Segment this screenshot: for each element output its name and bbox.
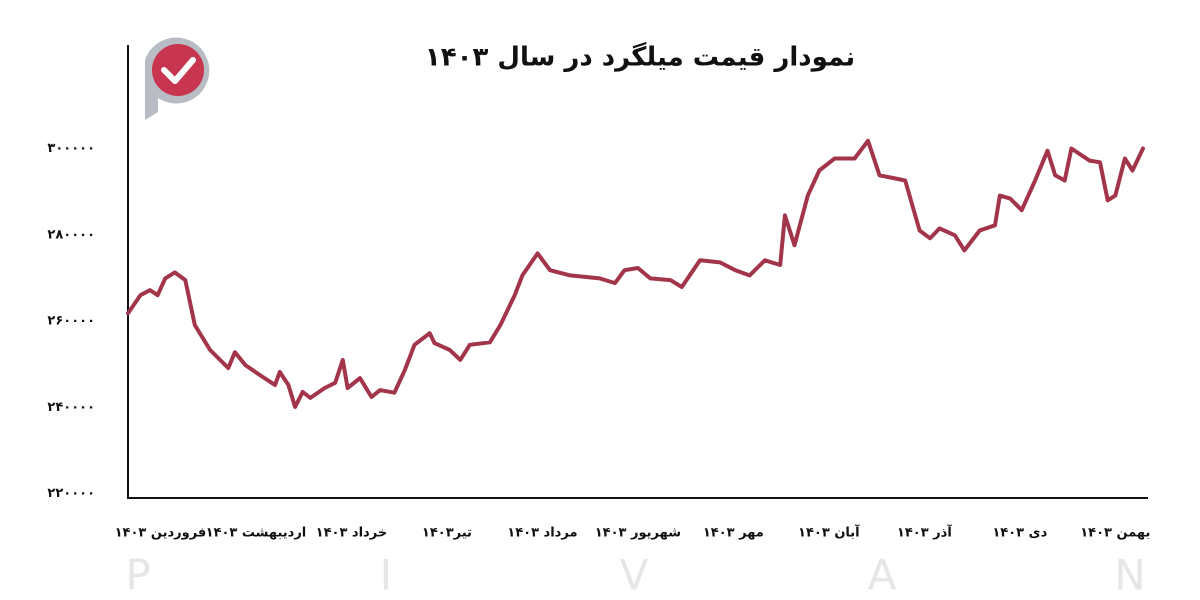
y-tick-label: ۲۸۰۰۰۰: [47, 227, 95, 242]
logo-circle: [152, 44, 204, 96]
watermark-letter: I: [380, 551, 392, 600]
watermark-letter: V: [620, 551, 649, 600]
x-tick-label: شهریور ۱۴۰۳: [595, 526, 681, 541]
x-tick-label: مهر ۱۴۰۳: [703, 526, 764, 541]
x-tick-label: آذر ۱۴۰۳: [897, 524, 952, 541]
x-tick-label: تیر۱۴۰۳: [422, 526, 472, 541]
y-tick-label: ۳۰۰۰۰۰: [47, 141, 95, 156]
logo: [145, 37, 210, 120]
line: [126, 138, 1145, 409]
chart-title: نمودار قیمت میلگرد در سال ۱۴۰۳: [425, 42, 855, 73]
x-tick-label: مرداد ۱۴۰۳: [507, 526, 577, 541]
x-tick-label: خرداد ۱۴۰۳: [316, 526, 388, 541]
x-tick-label: آبان ۱۴۰۳: [798, 524, 860, 541]
x-tick-label: دی ۱۴۰۳: [992, 526, 1047, 541]
x-tick-label: فروردین ۱۴۰۳: [115, 526, 207, 541]
watermark-letter: P: [125, 551, 150, 600]
logo-check: [161, 57, 196, 84]
watermark-letter: N: [1114, 551, 1145, 600]
y-tick-label: ۲۶۰۰۰۰: [47, 314, 95, 329]
x-tick-label: بهمن ۱۴۰۳: [1080, 526, 1150, 541]
y-tick-label: ۲۴۰۰۰۰: [47, 400, 95, 415]
x-tick-label: اردیبهشت ۱۴۰۳: [206, 526, 307, 541]
watermark-letter: A: [868, 551, 897, 600]
y-tick-label: ۲۲۰۰۰۰: [47, 486, 95, 501]
